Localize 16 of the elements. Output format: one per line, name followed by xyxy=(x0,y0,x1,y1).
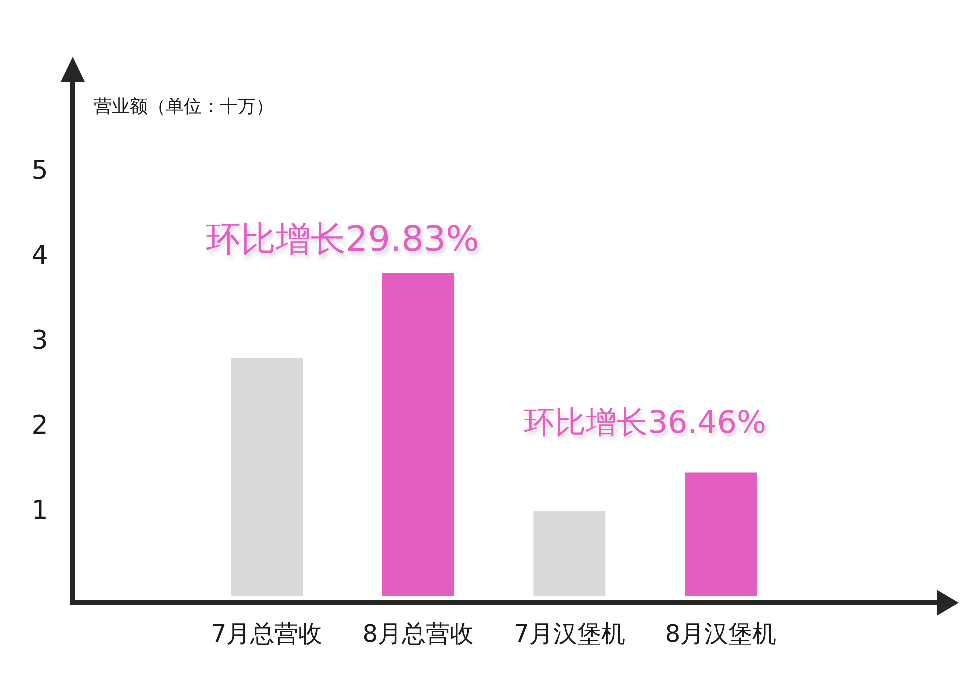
y-tick-label: 4 xyxy=(32,241,48,271)
x-tick-label: 7月汉堡机 xyxy=(514,620,626,648)
bar xyxy=(534,511,606,596)
y-tick-label: 1 xyxy=(32,496,48,526)
bar xyxy=(231,358,303,596)
bar xyxy=(685,472,757,596)
x-tick-label: 8月总营收 xyxy=(362,620,474,648)
bar xyxy=(382,273,454,596)
x-tick-label: 8月汉堡机 xyxy=(665,620,777,648)
y-tick-label: 5 xyxy=(32,156,48,186)
annotation: 环比增长36.46% xyxy=(524,404,766,441)
y-axis-title: 营业额（单位：十万） xyxy=(94,96,274,118)
y-tick-label: 3 xyxy=(32,326,48,356)
x-tick-label: 7月总营收 xyxy=(211,620,323,648)
y-tick-label: 2 xyxy=(32,411,48,441)
annotation: 环比增长29.83% xyxy=(206,220,480,260)
